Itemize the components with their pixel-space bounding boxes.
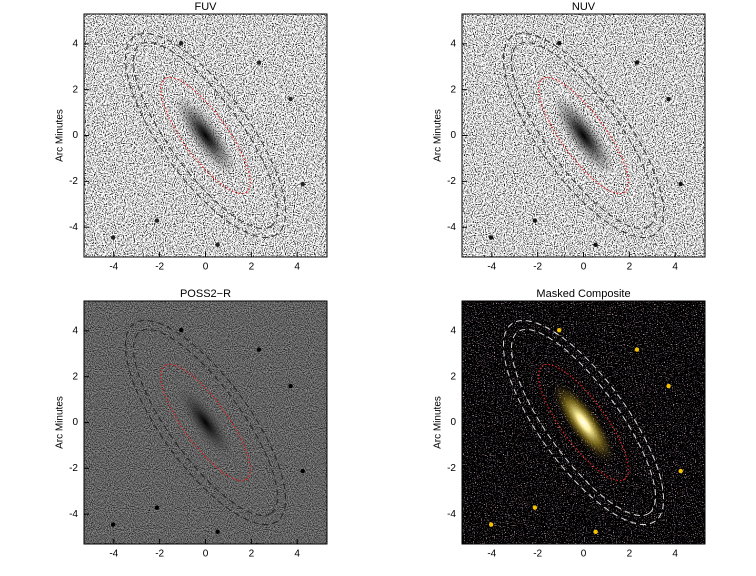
x-tick-label: 0 <box>203 549 209 560</box>
x-tick-label: -2 <box>155 262 164 273</box>
y-tick-label: -2 <box>69 463 78 474</box>
star <box>488 522 494 527</box>
outer-aperture <box>133 41 278 230</box>
outer-aperture <box>511 41 656 230</box>
y-tick-label: 2 <box>450 371 456 382</box>
galaxy <box>552 382 615 463</box>
panel: -4 -2 0 2 4 -4 -2 0 2 4 POSS2−R Arc Minutes <box>55 288 328 560</box>
x-tick-label: -4 <box>487 262 496 273</box>
outer-aperture <box>502 32 665 239</box>
x-tick-label: -4 <box>109 262 118 273</box>
star <box>678 181 683 187</box>
panel-title: FUV <box>195 1 218 13</box>
star <box>678 468 683 474</box>
x-tick-label: 2 <box>249 262 255 273</box>
star <box>557 40 562 46</box>
star <box>154 505 160 510</box>
y-tick-label: -2 <box>447 463 456 474</box>
star <box>300 181 305 187</box>
star <box>532 505 538 510</box>
panel-title: POSS2−R <box>180 288 231 300</box>
star <box>288 383 293 389</box>
y-tick-label: 0 <box>72 417 78 428</box>
star <box>634 347 640 352</box>
x-tick-label: 4 <box>294 262 300 273</box>
x-tick-label: 2 <box>627 262 633 273</box>
y-tick-label: -4 <box>447 222 456 233</box>
panel: -4 -2 0 2 4 -4 -2 0 2 4 FUV Arc Minutes <box>55 1 328 273</box>
star <box>215 242 220 248</box>
inner-aperture <box>538 76 629 195</box>
star <box>666 383 671 389</box>
y-tick-label: -2 <box>69 176 78 187</box>
star <box>215 529 220 535</box>
y-axis-label: Arc Minutes <box>55 396 66 449</box>
x-tick-label: 4 <box>672 262 678 273</box>
outer-aperture <box>124 32 287 239</box>
star <box>179 327 184 333</box>
star <box>634 60 640 65</box>
outer-aperture <box>133 328 278 517</box>
star <box>557 327 562 333</box>
x-tick-label: 2 <box>627 549 633 560</box>
y-tick-label: 2 <box>72 84 78 95</box>
star <box>488 235 494 240</box>
inner-aperture <box>160 363 251 482</box>
star <box>154 218 160 223</box>
y-tick-label: -4 <box>447 509 456 520</box>
x-tick-label: -4 <box>487 549 496 560</box>
panel: -4 -2 0 2 4 -4 -2 0 2 4 NUV Arc Minutes <box>433 1 706 273</box>
x-tick-label: -2 <box>533 549 542 560</box>
y-tick-label: -4 <box>69 222 78 233</box>
y-tick-label: 4 <box>72 325 78 336</box>
star <box>179 40 184 46</box>
y-tick-label: 2 <box>450 84 456 95</box>
x-tick-label: 0 <box>581 549 587 560</box>
inner-aperture <box>538 363 629 482</box>
star <box>256 60 262 65</box>
star <box>666 96 671 102</box>
y-axis-label: Arc Minutes <box>433 396 444 449</box>
star <box>110 235 116 240</box>
star <box>593 529 598 535</box>
outer-aperture <box>511 328 656 517</box>
outer-aperture <box>502 319 665 526</box>
y-tick-label: 4 <box>450 325 456 336</box>
star <box>256 347 262 352</box>
star <box>288 96 293 102</box>
outer-aperture <box>124 319 287 526</box>
x-tick-label: 0 <box>581 262 587 273</box>
x-tick-label: 0 <box>203 262 209 273</box>
galaxy <box>174 382 237 463</box>
y-axis-label: Arc Minutes <box>433 109 444 162</box>
panel-title: NUV <box>572 1 596 13</box>
x-tick-label: 4 <box>294 549 300 560</box>
inner-aperture <box>160 76 251 195</box>
y-tick-label: -2 <box>447 176 456 187</box>
y-tick-label: 0 <box>72 130 78 141</box>
y-tick-label: -4 <box>69 509 78 520</box>
galaxy <box>552 95 615 176</box>
star <box>532 218 538 223</box>
star <box>593 242 598 248</box>
panel-title: Masked Composite <box>536 288 630 300</box>
x-tick-label: -2 <box>155 549 164 560</box>
y-tick-label: 0 <box>450 417 456 428</box>
x-tick-label: 4 <box>672 549 678 560</box>
y-tick-label: 4 <box>450 38 456 49</box>
panel: -4 -2 0 2 4 -4 -2 0 2 4 Masked Composite Arc Minute… <box>433 288 706 560</box>
x-tick-label: 2 <box>249 549 255 560</box>
galaxy <box>174 95 237 176</box>
y-axis-label: Arc Minutes <box>55 109 66 162</box>
star <box>300 468 305 474</box>
y-tick-label: 0 <box>450 130 456 141</box>
x-tick-label: -2 <box>533 262 542 273</box>
x-tick-label: -4 <box>109 549 118 560</box>
y-tick-label: 4 <box>72 38 78 49</box>
star <box>110 522 116 527</box>
y-tick-label: 2 <box>72 371 78 382</box>
